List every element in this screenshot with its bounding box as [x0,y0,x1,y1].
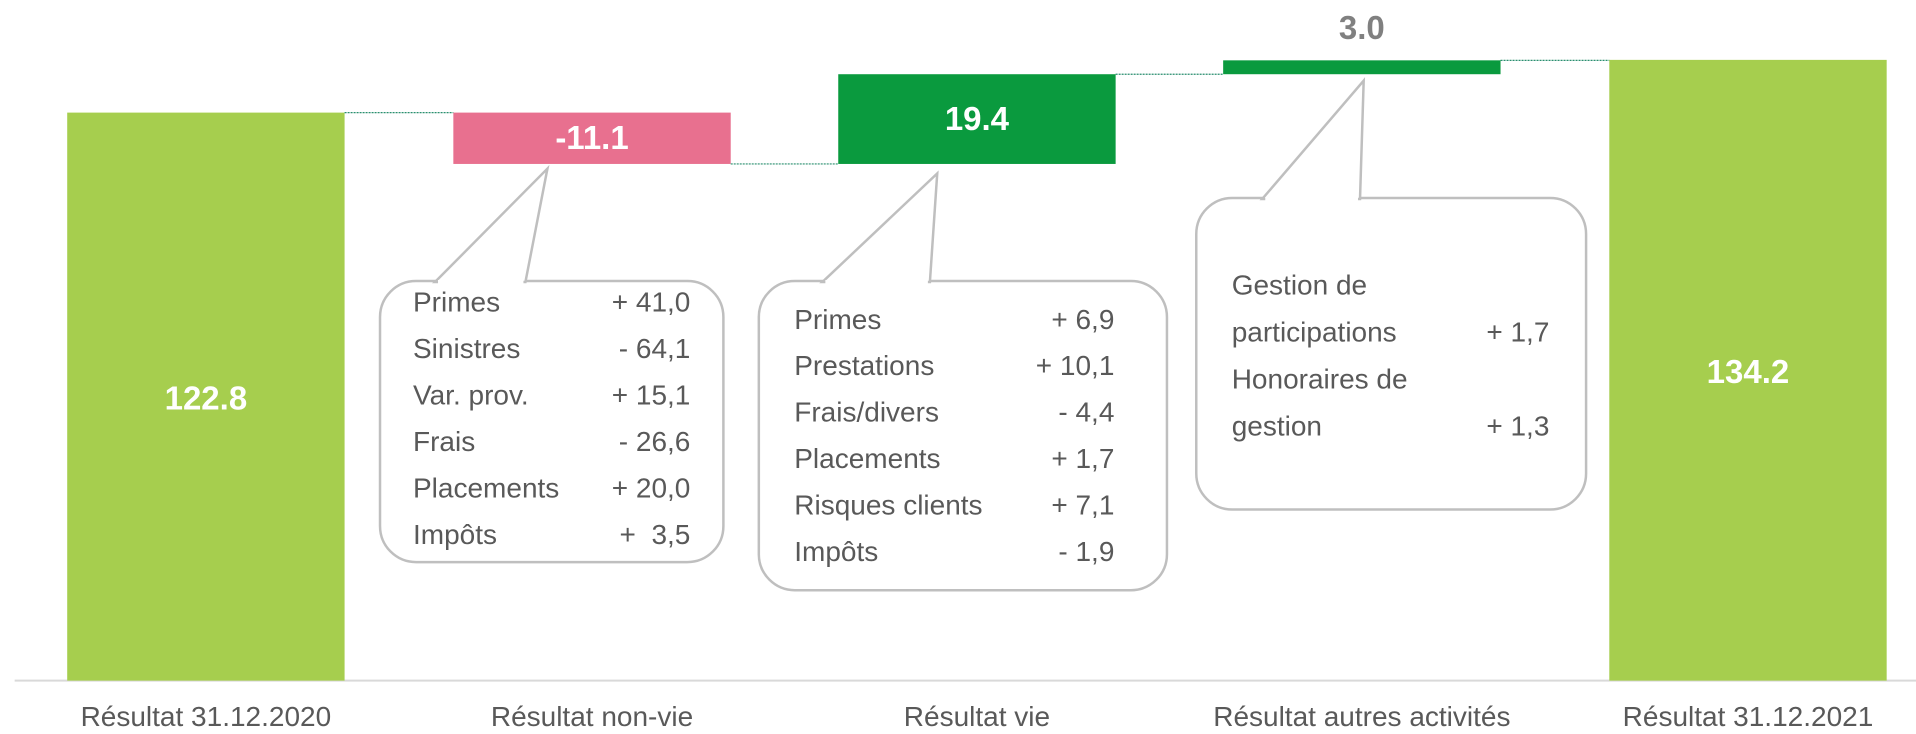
x-tick-label: Résultat 31.12.2021 [1623,701,1874,732]
bar [1223,60,1501,75]
callout-label: Honoraires de [1232,364,1408,395]
value-label: -11.1 [555,119,628,156]
value-label: 134.2 [1707,353,1790,390]
callout-value: + 1,3 [1486,411,1549,442]
callout-label: Gestion de [1232,270,1367,301]
callout-pointer [819,170,939,284]
callout-label: Placements [794,443,940,474]
callout-value: + 20,0 [612,472,691,503]
value-label: 3.0 [1339,9,1385,46]
callout-value: - 26,6 [619,426,691,457]
x-tick-label: Résultat autres activités [1213,701,1510,732]
callout-value: - 1,9 [1058,536,1114,567]
x-tick-label: Résultat 31.12.2020 [81,701,332,732]
callout-pointer [1259,77,1366,201]
x-tick-label: Résultat non-vie [491,701,693,732]
callout-value: + 15,1 [612,380,691,411]
callout-label: Prestations [794,350,934,381]
callout-label: Var. prov. [413,380,529,411]
callout-label: Risques clients [794,489,982,520]
callout-label: Frais [413,426,475,457]
callout-value: + 7,1 [1051,489,1114,520]
callout-label: gestion [1232,411,1322,442]
callout: Primes + 41,0 Sinistres - 64,1 Var. prov. + 1… [378,164,725,564]
bar [453,112,731,164]
callout-label: participations [1232,317,1397,348]
callout-value: + 41,0 [612,287,691,318]
bar [838,74,1116,164]
callout-label: Primes [413,287,500,318]
bar [67,112,345,681]
x-tick-label: Résultat vie [904,701,1050,732]
callout-box [757,279,1169,592]
callout: Primes + 6,9 Prestations + 10,1 Frais/divers… [757,170,1169,592]
callout-value: + 10,1 [1036,350,1115,381]
value-label: 122.8 [165,379,248,416]
callout-label: Sinistres [413,333,520,364]
callout-value: + 3,5 [620,519,691,550]
callout-box [1195,196,1588,511]
callout-label: Placements [413,472,559,503]
bar [1609,59,1887,681]
callout-value: + 1,7 [1486,317,1549,348]
callout-label: Frais/divers [794,397,939,428]
value-label: 19.4 [945,100,1010,137]
callout: Gestion de participations + 1,7 Honoraires … [1195,77,1588,511]
callout-box [378,279,725,564]
callout-value: + 1,7 [1051,443,1114,474]
callout-value: - 4,4 [1058,397,1114,428]
callout-value: - 64,1 [619,333,691,364]
callout-value: + 6,9 [1051,304,1114,335]
callout-label: Primes [794,304,881,335]
callout-label: Impôts [413,519,497,550]
callout-pointer [432,164,550,284]
callout-label: Impôts [794,536,878,567]
